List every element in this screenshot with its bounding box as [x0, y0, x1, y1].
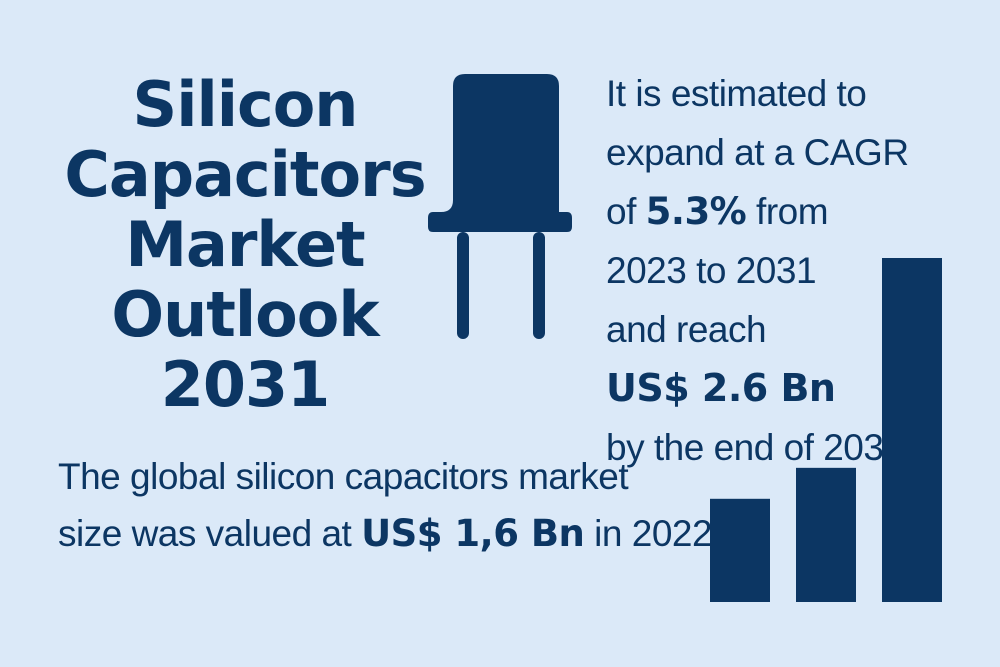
projection-text: It is estimated to expand at a CAGR of 5… [606, 64, 936, 477]
baseline-line: The global silicon capacitors market [58, 456, 629, 497]
baseline-line: size was valued at US$ 1,6 Bn in 2022 [58, 505, 713, 562]
baseline-line-suffix: in 2022 [584, 513, 713, 554]
forecast-value: US$ 2.6 Bn [606, 366, 836, 410]
projection-line: of 5.3% from [606, 182, 936, 241]
projection-line: 2023 to 2031 [606, 250, 817, 291]
baseline-text: The global silicon capacitors market siz… [58, 448, 713, 562]
baseline-value: US$ 1,6 Bn [361, 512, 585, 555]
capacitor-graphic [428, 74, 572, 339]
title-line: Capacitors [64, 138, 426, 211]
capacitor-lead-left [457, 232, 469, 339]
projection-line-prefix: of [606, 191, 646, 232]
title-line: 2031 [160, 348, 331, 421]
cagr-value: 5.3% [645, 190, 747, 233]
title-line: Market [125, 208, 365, 281]
page-title: Silicon Capacitors Market Outlook 2031 [60, 70, 430, 420]
projection-line: and reach [606, 309, 767, 350]
title-line: Silicon [132, 68, 359, 141]
capacitor-icon [425, 72, 575, 346]
projection-line-suffix: from [746, 191, 829, 232]
capacitor-body [428, 74, 572, 232]
title-line: Outlook [111, 278, 379, 351]
capacitor-lead-right [533, 232, 545, 339]
projection-line: It is estimated to [606, 73, 867, 114]
growth-bar [710, 498, 770, 602]
projection-line: by the end of 2031 [606, 427, 904, 468]
growth-bar [796, 467, 856, 602]
projection-line: expand at a CAGR [606, 132, 909, 173]
baseline-line-prefix: size was valued at [58, 513, 362, 554]
